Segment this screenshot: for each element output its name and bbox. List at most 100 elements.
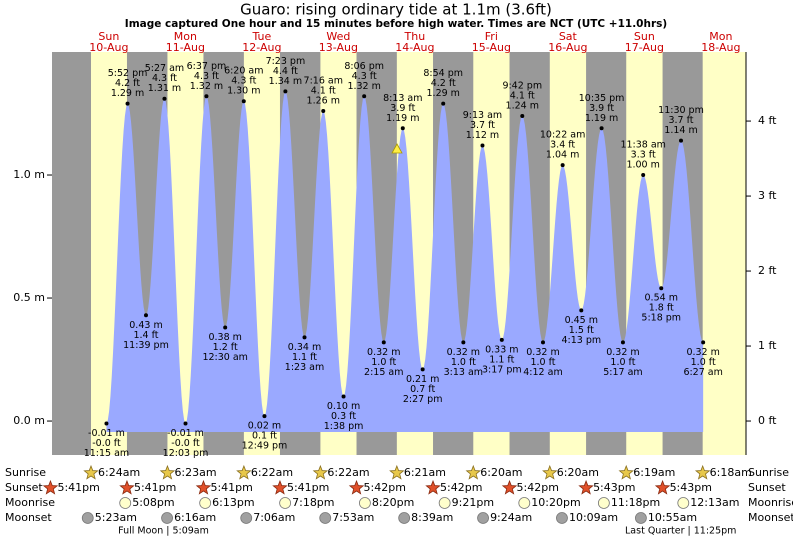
day-date: 11-Aug: [166, 41, 205, 54]
day-date: 18-Aug: [701, 41, 740, 54]
moonset-time: 10:09am: [569, 511, 618, 524]
tide-label: 4.1 ft: [311, 86, 336, 97]
tide-label: 0.3 ft: [331, 411, 356, 422]
tide-label: 1:38 pm: [324, 421, 364, 432]
tide-label: 1.1 ft: [292, 352, 317, 363]
tide-label: -0.0 ft: [171, 438, 200, 449]
moonrise-time: 6:13pm: [212, 496, 254, 509]
tide-label: 10:35 pm: [579, 93, 625, 104]
day-name: Wed: [326, 30, 350, 43]
tide-label: 1.00 m: [626, 160, 659, 171]
tide-label: 10:22 am: [540, 130, 585, 141]
moon-icon: [518, 497, 531, 509]
moon-phase: Full Moon | 5:09am: [118, 526, 209, 537]
tide-point: [125, 101, 130, 106]
tide-label: 8:06 pm: [344, 61, 384, 72]
tide-point: [143, 313, 148, 318]
y2-tick-label: 1 ft: [758, 339, 777, 352]
day-date: 16-Aug: [548, 41, 587, 54]
sun-icon: [236, 464, 252, 480]
tide-label: 2:15 am: [364, 367, 403, 378]
moon-icon: [634, 512, 647, 524]
moon-icon: [398, 512, 411, 524]
tide-label: 6:27 am: [683, 367, 722, 378]
moonrise-time: 5:08pm: [132, 496, 174, 509]
tide-point: [104, 421, 109, 426]
moonrise-time: 12:13am: [690, 496, 739, 509]
tide-point: [162, 96, 167, 101]
tide-label: 9:42 pm: [502, 80, 542, 91]
row-label: Sunrise: [5, 466, 46, 479]
tide-point: [560, 163, 565, 168]
sun-icon: [119, 479, 135, 495]
tide-label: 0.32 m: [606, 347, 639, 358]
day-name: Sat: [559, 30, 578, 43]
tide-point: [579, 308, 584, 313]
tide-label: 1.0 ft: [691, 357, 716, 368]
sun-icon: [618, 464, 634, 480]
tide-label: 1.29 m: [427, 88, 460, 99]
day-date: 14-Aug: [395, 41, 434, 54]
tide-point: [620, 340, 625, 345]
moon-icon: [556, 512, 568, 524]
tide-label: 3.7 ft: [668, 115, 693, 126]
moon-icon: [477, 512, 489, 524]
tide-point: [321, 109, 326, 114]
tide-label: 1.32 m: [190, 81, 223, 92]
tide-label: 1.0 ft: [371, 357, 396, 368]
tide-label: 12:30 am: [202, 352, 247, 363]
day-name: Tue: [251, 30, 271, 43]
row-label: Moonset: [748, 511, 793, 524]
tide-point: [223, 325, 228, 330]
sun-icon: [465, 464, 482, 480]
tide-label: 12:49 pm: [242, 441, 288, 452]
tide-label: 1.5 ft: [569, 325, 594, 336]
y2-tick-label: 3 ft: [758, 189, 777, 202]
tide-label: 1.30 m: [227, 86, 260, 97]
chart-subtitle: Image captured One hour and 15 minutes b…: [125, 18, 667, 30]
tide-label: 0.34 m: [288, 342, 321, 353]
moon-icon: [677, 497, 690, 509]
day-date: 17-Aug: [625, 41, 664, 54]
tide-label: 4.1 ft: [510, 90, 535, 101]
tide-label: 0.1 ft: [252, 431, 277, 442]
moon-icon: [161, 512, 173, 524]
tide-label: 12:03 pm: [163, 448, 209, 459]
sunset-time: 5:41pm: [57, 481, 99, 494]
moonset-time: 7:06am: [253, 511, 295, 524]
tide-label: 5:17 am: [603, 367, 642, 378]
row-label: Moonrise: [5, 496, 55, 509]
tide-label: 4.3 ft: [152, 73, 177, 84]
tide-label: 0.33 m: [485, 344, 518, 355]
tide-label: 3.9 ft: [390, 103, 415, 114]
moon-icon: [119, 497, 132, 509]
sunset-time: 5:41pm: [210, 481, 252, 494]
tide-point: [441, 101, 446, 106]
tide-label: 1.4 ft: [133, 330, 158, 341]
sunrise-time: 6:22am: [251, 466, 293, 479]
tide-label: 0.32 m: [686, 347, 719, 358]
tide-label: 4.4 ft: [273, 66, 298, 77]
sun-icon: [159, 464, 176, 480]
sun-icon: [501, 479, 518, 495]
tide-point: [302, 335, 307, 340]
tide-area: [106, 91, 704, 432]
tide-label: 0.45 m: [565, 315, 598, 326]
tide-label: 5:52 pm: [108, 68, 148, 79]
tide-point: [540, 340, 545, 345]
tide-label: 1.14 m: [664, 125, 697, 136]
chart-title: Guaro: rising ordinary tide at 1.1m (3.6…: [240, 1, 552, 19]
tide-label: 7:23 pm: [266, 56, 306, 67]
sun-icon: [542, 464, 558, 480]
sun-icon: [389, 464, 405, 480]
tide-label: 1.0 ft: [451, 357, 476, 368]
day-band: [702, 52, 746, 455]
tide-point: [204, 94, 209, 99]
tide-label: 4:13 pm: [561, 335, 601, 346]
day-name: Mon: [709, 30, 732, 43]
sun-icon: [425, 479, 441, 495]
sunset-time: 5:42pm: [517, 481, 559, 494]
tide-label: 0.21 m: [406, 374, 439, 385]
tide-point: [499, 337, 504, 342]
